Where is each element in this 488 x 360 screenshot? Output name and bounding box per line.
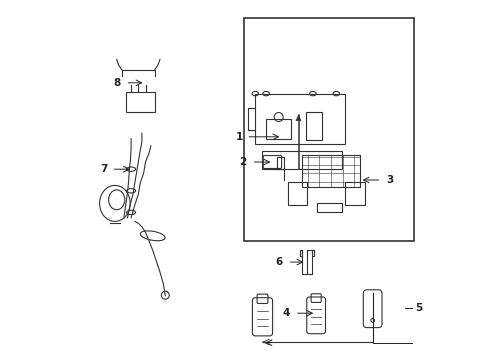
Bar	[305, 112, 321, 140]
Bar	[302, 155, 359, 187]
Polygon shape	[295, 115, 301, 121]
Bar	[255, 94, 345, 144]
Text: 3: 3	[386, 175, 393, 185]
Text: 5: 5	[415, 303, 422, 313]
Text: 6: 6	[274, 257, 282, 267]
Bar	[287, 182, 307, 205]
Bar	[262, 151, 341, 169]
Text: 7: 7	[100, 164, 107, 174]
Bar	[345, 182, 365, 205]
Bar	[244, 18, 413, 241]
Text: 4: 4	[282, 308, 289, 318]
Bar	[125, 92, 154, 112]
Text: 8: 8	[113, 78, 120, 88]
Bar	[316, 203, 341, 212]
Text: 2: 2	[239, 157, 246, 167]
Text: 1: 1	[235, 132, 242, 142]
Bar	[265, 119, 291, 139]
